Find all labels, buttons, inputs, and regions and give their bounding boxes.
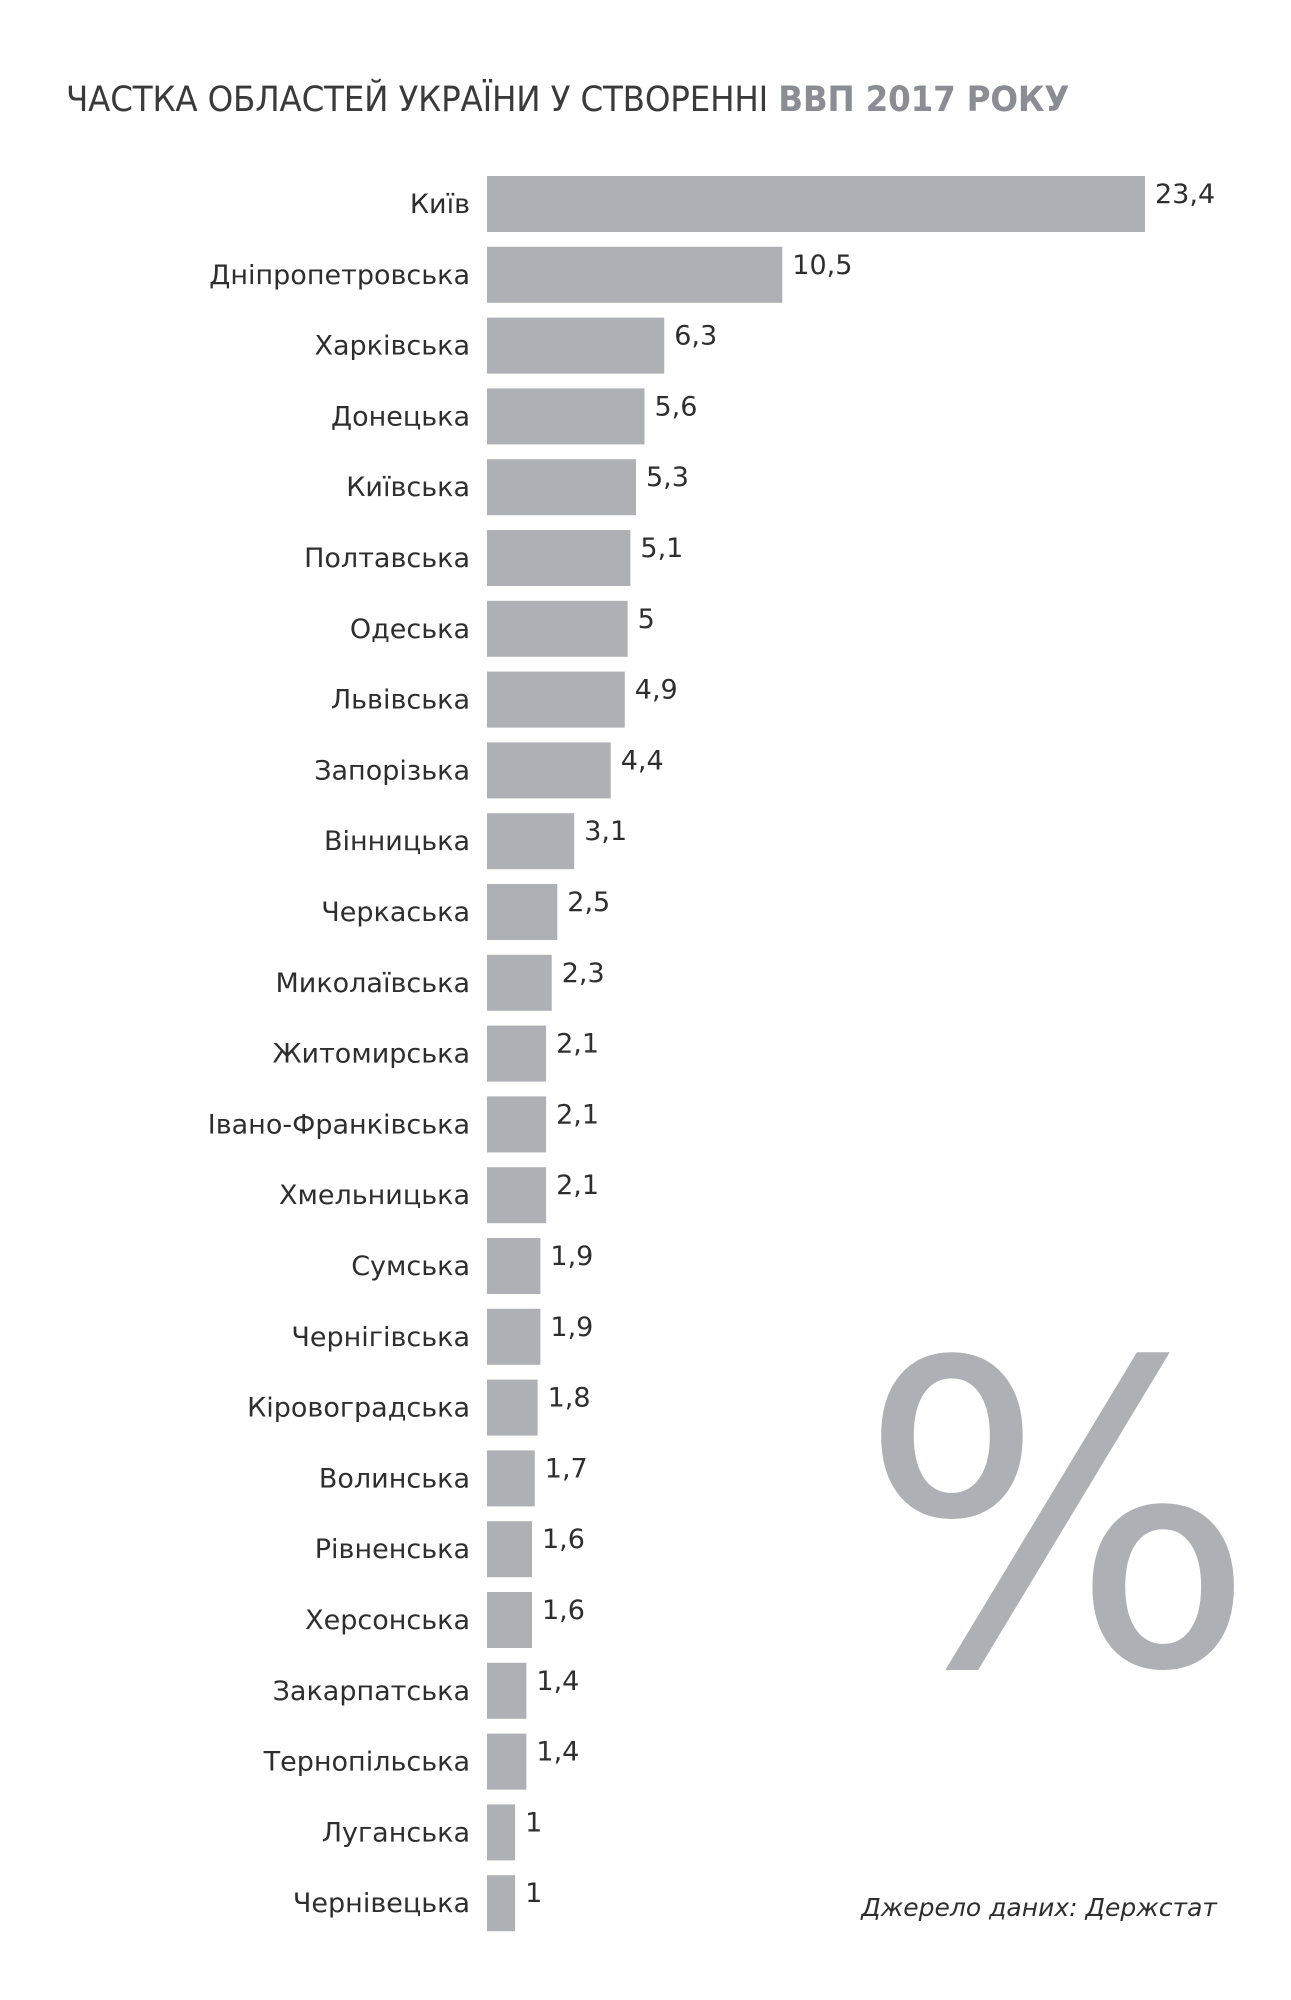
value-label-3: 6,3: [674, 321, 717, 352]
category-label-24: Луганська: [322, 1817, 470, 1848]
bar-12: [487, 954, 552, 1011]
category-label-19: Волинська: [319, 1463, 470, 1494]
value-label-14: 2,1: [556, 1099, 599, 1130]
category-label-12: Миколаївська: [276, 968, 471, 999]
bar-14: [487, 1096, 547, 1153]
value-label-9: 4,4: [621, 745, 664, 776]
value-label-13: 2,1: [556, 1029, 599, 1060]
bar-8: [487, 671, 625, 728]
bar-17: [487, 1308, 541, 1365]
value-label-21: 1,6: [542, 1595, 585, 1626]
category-label-22: Закарпатська: [273, 1676, 470, 1707]
category-label-16: Сумська: [351, 1251, 470, 1282]
value-label-6: 5,1: [640, 533, 683, 564]
bar-22: [487, 1662, 527, 1719]
bar-18: [487, 1379, 538, 1436]
bar-21: [487, 1592, 532, 1648]
value-label-15: 2,1: [556, 1170, 599, 1201]
bar-4: [487, 388, 645, 445]
bar-24: [487, 1804, 516, 1861]
value-labels-group: 23,4 10,5 6,3 5,6 5,3 5,1 5 4,9 4,4 3,1 2,5 2,3 2,1 2…: [525, 179, 1215, 1909]
category-label-6: Полтавська: [304, 543, 470, 574]
percent-symbol: %: [858, 1275, 1258, 1764]
bar-20: [487, 1521, 532, 1578]
category-label-11: Черкаська: [321, 897, 470, 928]
bar-6: [487, 530, 631, 586]
value-label-16: 1,9: [550, 1241, 593, 1272]
value-label-18: 1,8: [548, 1383, 591, 1414]
category-label-13: Житомирська: [272, 1039, 470, 1070]
value-label-17: 1,9: [550, 1312, 593, 1343]
category-label-3: Харківська: [314, 331, 470, 362]
bar-13: [487, 1025, 547, 1082]
category-label-9: Запорізька: [314, 755, 470, 786]
category-label-5: Київська: [346, 472, 470, 503]
category-label-2: Дніпропетровська: [209, 260, 470, 291]
source-note: Джерело даних: Держстат: [861, 1893, 1217, 1922]
bar-23: [487, 1733, 527, 1790]
bar-15: [487, 1167, 547, 1224]
value-label-4: 5,6: [655, 391, 698, 422]
category-label-1: Київ: [410, 189, 470, 220]
value-label-24: 1: [525, 1807, 542, 1838]
bar-10: [487, 813, 575, 870]
bar-3: [487, 317, 665, 374]
bar-16: [487, 1238, 541, 1294]
bar-9: [487, 742, 611, 799]
category-label-25: Чернівецька: [293, 1888, 470, 1919]
bar-19: [487, 1450, 535, 1507]
bar-5: [487, 459, 636, 516]
category-label-8: Львівська: [331, 685, 470, 716]
category-label-14: Івано-Франківська: [208, 1109, 470, 1140]
value-label-5: 5,3: [646, 462, 689, 493]
bar-2: [487, 246, 783, 303]
bar-1: [487, 176, 1145, 232]
value-label-1: 23,4: [1155, 179, 1215, 210]
value-label-12: 2,3: [562, 958, 605, 989]
category-label-10: Вінницька: [324, 826, 470, 857]
value-label-23: 1,4: [536, 1737, 579, 1768]
value-label-2: 10,5: [792, 250, 852, 281]
value-label-10: 3,1: [584, 816, 627, 847]
value-label-7: 5: [638, 604, 655, 635]
value-label-19: 1,7: [545, 1453, 588, 1484]
category-label-15: Хмельницька: [279, 1180, 470, 1211]
category-label-23: Тернопільська: [263, 1747, 470, 1778]
category-label-21: Херсонська: [305, 1605, 470, 1636]
category-label-20: Рівненська: [315, 1534, 470, 1565]
value-label-8: 4,9: [635, 675, 678, 706]
value-label-25: 1: [525, 1878, 542, 1909]
category-label-17: Чернігівська: [291, 1322, 470, 1353]
chart-title: ЧАСТКА ОБЛАСТЕЙ УКРАЇНИ У СТВОРЕННІ ВВП …: [66, 80, 1069, 120]
value-label-22: 1,4: [536, 1666, 579, 1697]
bars-group: [487, 176, 1145, 1932]
category-label-18: Кіровоградська: [247, 1393, 470, 1424]
category-labels-group: Київ Дніпропетровська Харківська Донецька Ки…: [208, 189, 470, 1919]
value-label-11: 2,5: [567, 887, 610, 918]
bar-25: [487, 1875, 516, 1932]
category-label-7: Одеська: [350, 614, 470, 645]
bar-7: [487, 600, 628, 657]
category-label-4: Донецька: [331, 401, 470, 432]
value-label-20: 1,6: [542, 1524, 585, 1555]
bar-11: [487, 884, 558, 940]
chart-title-highlight: ВВП 2017 РОКУ: [778, 80, 1070, 120]
chart-title-prefix: ЧАСТКА ОБЛАСТЕЙ УКРАЇНИ У СТВОРЕННІ: [66, 80, 779, 120]
